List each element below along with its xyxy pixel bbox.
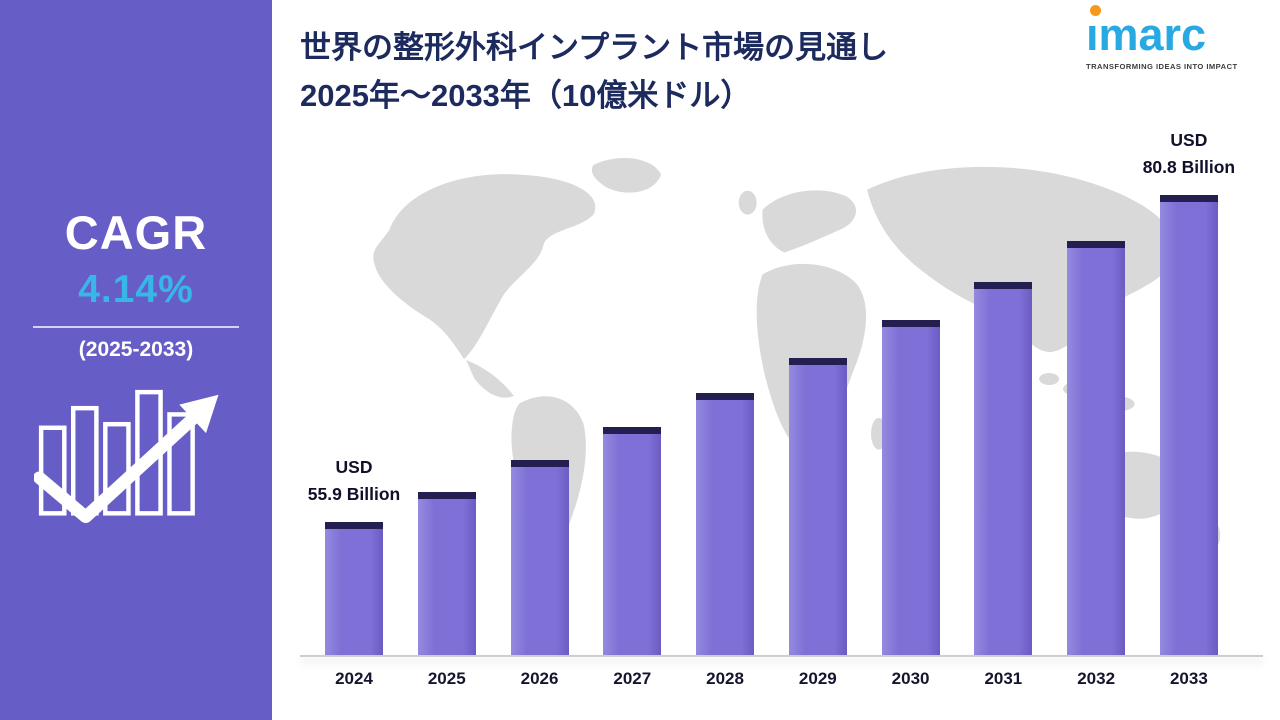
x-tick-label: 2033 — [1169, 669, 1208, 688]
bar-2025 — [417, 491, 476, 655]
x-tick-label: 2026 — [520, 669, 559, 688]
map-indonesia-3 — [1039, 373, 1060, 385]
growth-chart-icon — [34, 389, 219, 524]
map-europe — [762, 190, 857, 253]
bar-column: 2031 — [974, 195, 1033, 688]
logo-tagline: TRANSFORMING IDEAS INTO IMPACT — [1086, 61, 1238, 71]
logo-brand-text: ımarc — [1086, 9, 1207, 60]
map-greenland — [591, 158, 662, 193]
bar-column: USD 80.8 Billion 2033 — [1143, 130, 1235, 688]
bar-column: 2030 — [881, 195, 940, 688]
bar-2029 — [788, 357, 847, 655]
logo-i-dot-icon — [1090, 5, 1101, 16]
bar-column: 2029 — [788, 195, 847, 688]
chart-title-line1: 世界の整形外科インプラント市場の見通し — [300, 30, 889, 65]
cagr-block: CAGR 4.14% (2025-2033) — [0, 205, 272, 362]
bar-value-label-amount: 80.8 Billion — [1142, 156, 1236, 177]
bar-value-label: USD 55.9 Billion — [308, 454, 400, 508]
x-tick-label: 2024 — [335, 669, 373, 688]
imarc-logo: ımarc TRANSFORMING IDEAS INTO IMPACT — [1086, 5, 1258, 71]
x-tick-label: 2025 — [427, 669, 466, 688]
bar-2027 — [603, 427, 662, 655]
cagr-label: CAGR — [64, 206, 208, 259]
bar-2032 — [1067, 240, 1126, 655]
bar-column: 2027 — [603, 195, 662, 688]
bar-value-label-currency: USD — [335, 456, 373, 477]
chart-title: 世界の整形外科インプラント市場の見通し 2025年～2033年（10億米ドル） — [300, 24, 888, 120]
x-axis-line — [300, 655, 1263, 657]
bar-column: 2028 — [696, 195, 755, 688]
bar-2031 — [974, 281, 1033, 655]
bar-value-label-amount: 55.9 Billion — [307, 483, 401, 504]
cagr-divider — [33, 326, 239, 328]
x-tick-label: 2029 — [798, 669, 837, 688]
cagr-sidebar: CAGR 4.14% (2025-2033) — [0, 0, 272, 720]
map-uk — [738, 190, 757, 215]
x-tick-label: 2031 — [984, 669, 1023, 688]
map-central-america — [466, 360, 514, 398]
bar-2026 — [510, 460, 569, 655]
x-tick-label: 2027 — [613, 669, 652, 688]
bar-column: 2025 — [417, 195, 476, 688]
bar-column: 2026 — [510, 195, 569, 688]
bar-series: USD 55.9 Billion 2024 2025 2026 2027 2028 2029 2… — [308, 130, 1235, 688]
bar-2033 — [1159, 195, 1218, 655]
bar-column: 2032 — [1067, 195, 1126, 688]
chart-title-line2: 2025年～2033年（10億米ドル） — [300, 78, 752, 114]
bar-value-label: USD 80.8 Billion — [1143, 127, 1235, 181]
x-tick-label: 2028 — [706, 669, 744, 688]
x-tick-label: 2030 — [891, 669, 930, 688]
bar-value-label-currency: USD — [1170, 129, 1208, 150]
cagr-period: (2025-2033) — [78, 338, 194, 361]
bar-2028 — [696, 393, 755, 655]
map-north-america — [373, 174, 596, 360]
x-tick-label: 2032 — [1077, 669, 1116, 688]
bar-2024 — [325, 522, 383, 655]
imarc-logo-wordmark: ımarc — [1086, 5, 1207, 60]
bar-column: USD 55.9 Billion 2024 — [308, 195, 400, 688]
cagr-value: 4.14% — [78, 268, 194, 311]
bar-2030 — [881, 319, 940, 655]
bar-chart: USD 55.9 Billion 2024 2025 2026 2027 2028 2029 2… — [300, 130, 1263, 688]
